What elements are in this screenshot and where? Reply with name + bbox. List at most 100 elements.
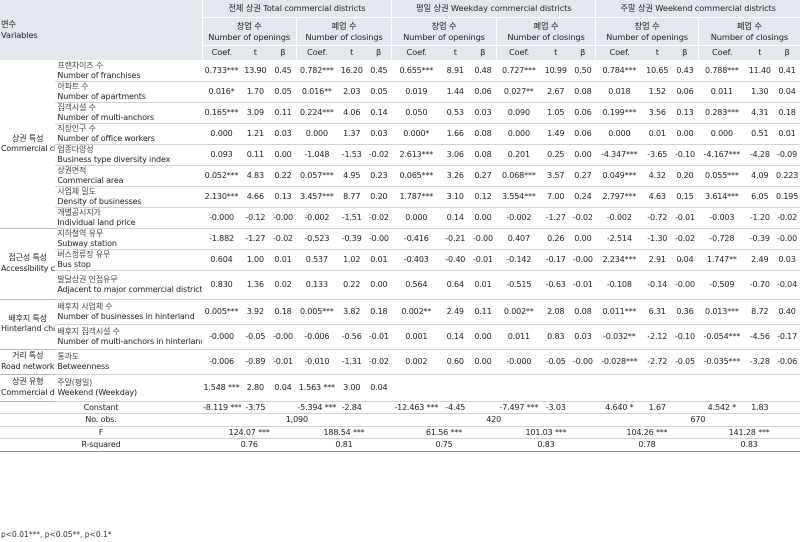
openings-header-ko: 창업 수 — [236, 21, 262, 31]
coef-cell: 0.782*** — [296, 60, 338, 82]
t-cell: 1.30 — [745, 81, 775, 103]
stat-row: Constant -8.119 *** -3.75 -5.394 *** -2.84 -1… — [0, 401, 800, 414]
coef-cell: -0.003 — [698, 207, 746, 229]
beta-cell: 0.18 — [774, 102, 800, 124]
t-cell: -0.21 — [440, 228, 470, 250]
openings-header-en: Number of openings — [606, 31, 688, 42]
r2-value: 0.75 — [391, 438, 497, 452]
coef-cell: 0.052*** — [202, 165, 241, 187]
beta-cell: 0.01 — [469, 270, 497, 300]
beta-cell: 0.45 — [366, 60, 392, 82]
beta-cell: -0.02 — [366, 349, 392, 375]
t-cell: 2.80 — [240, 374, 270, 402]
variable-name: 통과도 Betweenness — [55, 349, 203, 375]
variable-name-ko: 집객시설 수 — [57, 102, 96, 112]
beta-header: β — [269, 45, 297, 60]
coef-cell — [698, 374, 746, 402]
t-cell: 3.82 — [337, 299, 367, 325]
t-cell: -0.72 — [642, 207, 672, 229]
variable-name-en: Bus stop — [57, 259, 91, 269]
beta-cell: 0.43 — [671, 60, 699, 82]
beta-cell: 0.04 — [269, 374, 297, 402]
beta-cell: 0.22 — [269, 165, 297, 187]
coef-cell: 1.787*** — [391, 186, 441, 208]
t-cell: 6.31 — [642, 299, 672, 325]
t-cell: -0.89 — [240, 349, 270, 375]
variable-group-en: Accessibility characteristics — [1, 263, 55, 273]
coef-cell: 0.000* — [391, 123, 441, 145]
constant-blank — [774, 401, 800, 414]
weekend-districts-header: 주말 상권 Weekend commercial districts — [595, 0, 800, 18]
t-cell: -0.39 — [337, 228, 367, 250]
coef-cell: -0.108 — [595, 270, 643, 300]
t-cell: 4.66 — [240, 186, 270, 208]
variables-header-ko: 변수 — [1, 18, 16, 29]
t-cell: 0.26 — [541, 228, 571, 250]
beta-cell: 0.06 — [469, 81, 497, 103]
t-cell: -3.65 — [642, 144, 672, 166]
significance-footnote: p<0.01***, p<0.05**, p<0.1* — [1, 530, 112, 539]
beta-cell: 0.05 — [269, 81, 297, 103]
t-cell: 11.40 — [745, 60, 775, 82]
t-cell: 1.36 — [240, 270, 270, 300]
openings-header-ko: 창업 수 — [431, 21, 457, 31]
closings-header-en: Number of closings — [507, 31, 585, 42]
coef-cell: -0.000 — [202, 324, 241, 350]
beta-cell: 0.08 — [570, 299, 596, 325]
coef-cell: 0.050 — [391, 102, 441, 124]
closings-header-en: Number of closings — [710, 31, 789, 42]
coef-cell: -0.054*** — [698, 324, 746, 350]
variable-name-en: Number of businesses in hinterland — [57, 311, 195, 321]
t-cell: 2.08 — [541, 299, 571, 325]
constant-coef: 4.542 * — [698, 401, 746, 414]
coef-cell: 2.613*** — [391, 144, 441, 166]
variable-name-ko: 아파트 수 — [57, 81, 89, 91]
stat-label: R-squared — [0, 438, 203, 452]
coef-cell: 0.604 — [202, 249, 241, 271]
t-cell: -0.05 — [240, 324, 270, 350]
beta-cell: 0.00 — [366, 270, 392, 300]
openings-header-en: Number of openings — [208, 31, 291, 42]
t-cell: 3.00 — [337, 374, 367, 402]
beta-header: β — [570, 45, 596, 60]
beta-cell: 0.03 — [366, 123, 392, 145]
t-cell: 3.56 — [642, 102, 672, 124]
t-cell: -3.28 — [745, 349, 775, 375]
table-row: 직장인구 수 Number of office workers 0.000 1.21 0… — [0, 123, 800, 145]
t-cell: 0.83 — [541, 324, 571, 350]
beta-cell: 0.04 — [671, 249, 699, 271]
variable-group-ko: 접근성 특성 — [8, 253, 47, 262]
nobs-value: 420 — [391, 413, 596, 427]
variable-name: 업종다양성 Business type diversity index — [55, 144, 203, 166]
coef-cell: 0.000 — [698, 123, 746, 145]
table-row: 배후지 집객시설 수 Number of multi-anchors in hin… — [0, 324, 800, 350]
coef-cell: 0.788*** — [698, 60, 746, 82]
variable-name: 지하철역 유무 Subway station — [55, 228, 203, 250]
t-cell: 6.05 — [745, 186, 775, 208]
coef-cell: 0.000 — [296, 123, 338, 145]
t-cell: -0.39 — [745, 228, 775, 250]
coef-header: Coef. — [495, 45, 542, 60]
variable-name-en: Betweenness — [57, 361, 110, 371]
t-cell: 1.05 — [541, 102, 571, 124]
coef-cell: -2.514 — [595, 228, 643, 250]
beta-cell — [570, 374, 596, 402]
beta-cell: 0.00 — [269, 144, 297, 166]
coef-cell: -1.048 — [296, 144, 338, 166]
closings-header-ko: 폐업 수 — [331, 21, 357, 31]
coef-cell: 0.165*** — [202, 102, 241, 124]
t-cell — [541, 374, 571, 402]
variable-name-ko: 상권면적 — [57, 165, 87, 175]
constant-t: 1.83 — [745, 401, 775, 414]
coef-cell: 0.407 — [496, 228, 542, 250]
stat-label: F — [0, 426, 203, 439]
r2-value: 0.78 — [595, 438, 699, 452]
beta-cell: 0.05 — [366, 81, 392, 103]
coef-cell: 1.548 *** — [202, 374, 241, 402]
r2-value: 0.83 — [496, 438, 596, 452]
r2-value: 0.76 — [202, 438, 297, 452]
variable-name-en: Commercial area — [57, 175, 124, 185]
r2-value: 0.83 — [698, 438, 800, 452]
